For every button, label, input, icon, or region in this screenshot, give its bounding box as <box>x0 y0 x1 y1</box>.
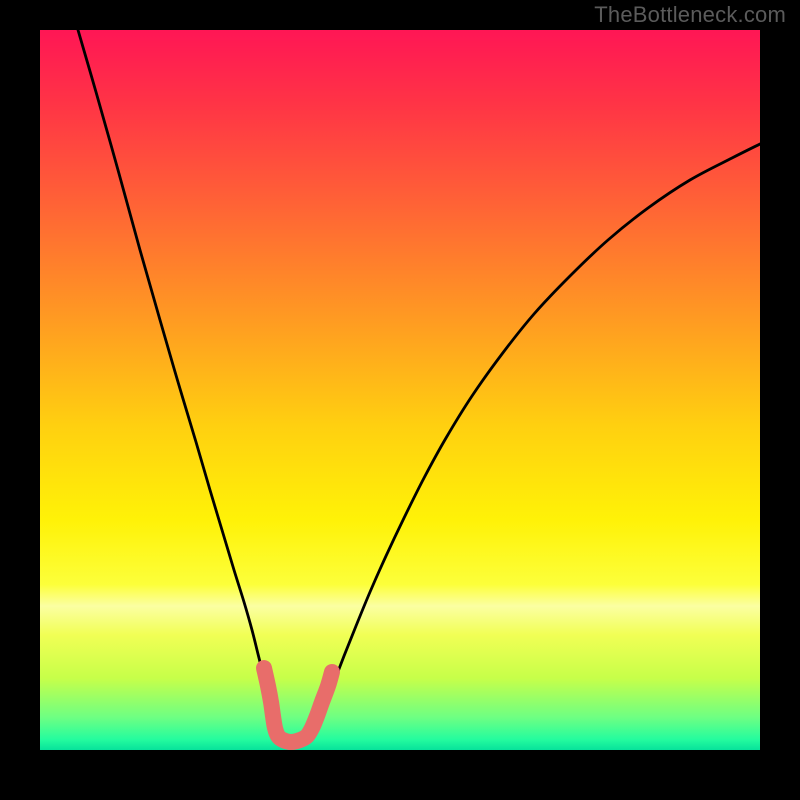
plot-background-gradient <box>40 30 760 750</box>
bottleneck-chart <box>0 0 800 800</box>
